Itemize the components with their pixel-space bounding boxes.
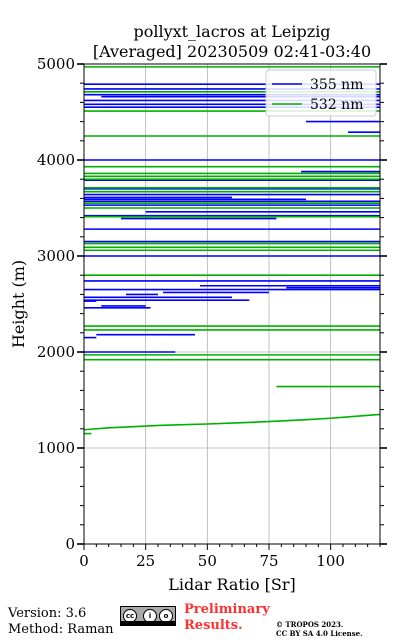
y-tick-label: 3000 <box>37 247 75 265</box>
y-tick-label: 2000 <box>37 343 75 361</box>
y-axis-label: Height (m) <box>9 260 28 348</box>
lidar-ratio-chart: 0 1000 2000 3000 4000 5000 0 25 50 75 100 Lidar Rat… <box>9 55 387 594</box>
legend-label: 355 nm <box>310 77 363 93</box>
series-355nm <box>84 83 380 353</box>
y-tick-label: 5000 <box>37 55 75 73</box>
profile-line <box>83 413 381 431</box>
x-tick-label: 0 <box>79 552 89 570</box>
copyright-notice: © TROPOS 2023. CC BY SA 4.0 License. <box>276 620 363 638</box>
legend: 355 nm 532 nm <box>265 69 377 117</box>
x-tick-label: 100 <box>316 552 345 570</box>
legend-label: 532 nm <box>310 97 363 113</box>
x-tick-label: 25 <box>136 552 155 570</box>
cc-by-sa-badge-icon: cc i o <box>120 606 176 626</box>
chart-title-line2: [Averaged] 20230509 02:41-03:40 <box>92 42 372 61</box>
y-tick-label: 0 <box>65 535 75 553</box>
x-axis-label: Lidar Ratio [Sr] <box>168 575 296 594</box>
preliminary-line1: Preliminary <box>184 602 270 617</box>
preliminary-results-label: Preliminary Results. <box>184 602 270 634</box>
series-532nm <box>83 66 381 435</box>
y-tick-label: 1000 <box>37 439 75 457</box>
x-tick-label: 50 <box>198 552 217 570</box>
chart-title-line1: pollyxt_lacros at Leipzig <box>133 22 331 41</box>
method-label: Method: Raman <box>8 622 114 637</box>
preliminary-line2: Results. <box>184 618 243 633</box>
license-strip <box>121 621 175 625</box>
version-label: Version: 3.6 <box>8 606 87 621</box>
y-tick-label: 4000 <box>37 151 75 169</box>
copyright-line2: CC BY SA 4.0 License. <box>276 629 363 638</box>
copyright-line1: © TROPOS 2023. <box>276 620 344 629</box>
x-tick-label: 75 <box>259 552 278 570</box>
